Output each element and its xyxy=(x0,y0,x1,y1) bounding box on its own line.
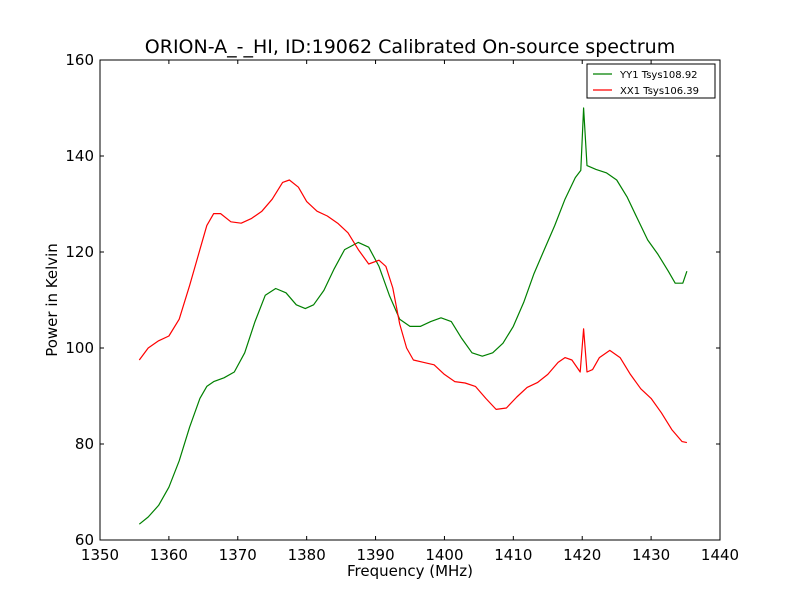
legend-label-1: XX1 Tsys106.39 xyxy=(620,86,699,97)
x-tick-label: 1430 xyxy=(632,546,670,564)
x-axis-label: Frequency (MHz) xyxy=(347,562,473,580)
x-tick-label: 1380 xyxy=(288,546,326,564)
y-tick-label: 160 xyxy=(65,51,94,69)
y-tick-label: 100 xyxy=(65,339,94,357)
x-tick-label: 1420 xyxy=(563,546,601,564)
series-lines xyxy=(138,107,688,525)
y-axis-label: Power in Kelvin xyxy=(43,243,61,357)
x-tick-label: 1410 xyxy=(494,546,532,564)
x-tick-label: 1350 xyxy=(81,546,119,564)
chart-title: ORION-A_-_HI, ID:19062 Calibrated On-sou… xyxy=(145,36,675,58)
x-tick-label: 1360 xyxy=(150,546,188,564)
series-line-0 xyxy=(138,107,688,525)
x-tick-label: 1400 xyxy=(425,546,463,564)
y-tick-label: 140 xyxy=(65,147,94,165)
legend-box xyxy=(586,63,716,99)
series-line-1 xyxy=(138,179,688,444)
y-tick-label: 120 xyxy=(65,243,94,261)
x-tick-label: 1440 xyxy=(701,546,739,564)
x-axis: 1350 1360 1370 1380 1390 1400 1410 1420 1430 1440 xyxy=(81,60,739,564)
x-tick-label: 1390 xyxy=(356,546,394,564)
plot-frame xyxy=(99,59,721,541)
y-tick-label: 80 xyxy=(75,435,94,453)
y-tick-label: 60 xyxy=(75,531,94,549)
y-axis: 60 80 100 120 140 160 xyxy=(65,51,720,549)
legend: YY1 Tsys108.92 XX1 Tsys106.39 xyxy=(586,63,716,99)
x-tick-label: 1370 xyxy=(219,546,257,564)
legend-label-0: YY1 Tsys108.92 xyxy=(619,70,698,81)
